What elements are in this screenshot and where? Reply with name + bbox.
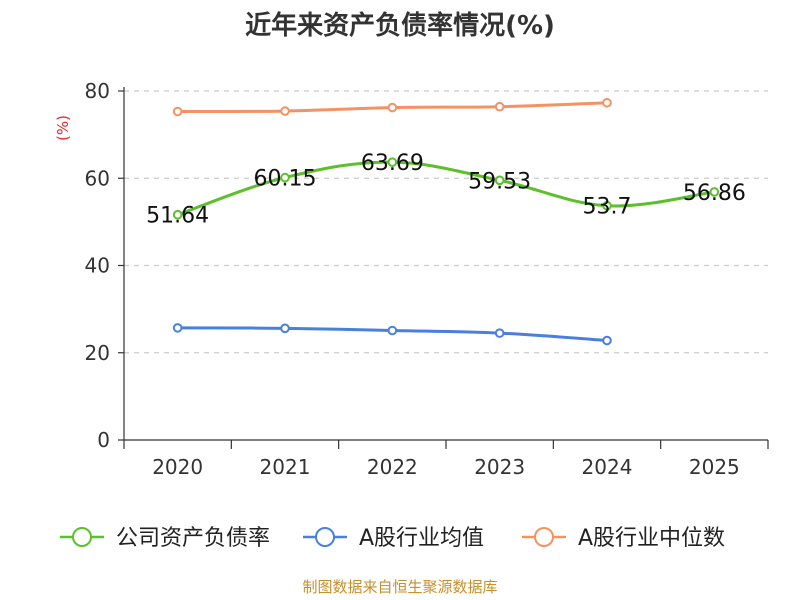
legend-marker — [315, 527, 335, 547]
data-labels: 51.64 60.15 63.69 59.53 53.7 56.86 — [146, 151, 746, 229]
legend-item-2[interactable]: A股行业中位数 — [522, 526, 725, 551]
y-axis-label: (%) — [54, 115, 72, 141]
legend-item-0[interactable]: 公司资产负债率 — [60, 526, 270, 551]
series-line-0 — [177, 160, 715, 217]
data-point[interactable] — [709, 187, 720, 197]
data-point[interactable] — [602, 97, 612, 108]
axes: 0 20 40 60 80 2020 2021 2022 2023 2024 2025 — [85, 79, 769, 479]
legend-marker — [72, 527, 92, 547]
data-label: 63.69 — [361, 151, 424, 176]
x-tick-label: 2021 — [260, 455, 311, 479]
data-point[interactable] — [494, 175, 505, 186]
x-tick-label: 2025 — [689, 455, 740, 479]
data-point[interactable] — [172, 323, 183, 333]
x-tick-label: 2023 — [474, 455, 525, 479]
legend-label: A股行业均值 — [359, 526, 484, 551]
data-point[interactable] — [387, 157, 398, 167]
series-lines — [172, 97, 720, 346]
data-point[interactable] — [494, 101, 505, 112]
legend[interactable]: 公司资产负债率 A股行业均值 A股行业中位数 — [60, 526, 725, 551]
data-point[interactable] — [172, 209, 183, 220]
data-point[interactable] — [280, 323, 290, 334]
data-point[interactable] — [387, 102, 398, 113]
legend-label: 公司资产负债率 — [116, 526, 270, 551]
data-label: 53.7 — [583, 195, 632, 220]
y-tick-label: 20 — [85, 341, 110, 365]
source-note: 制图数据来自恒生聚源数据库 — [302, 578, 497, 596]
data-point[interactable] — [387, 325, 398, 336]
x-tick-label: 2024 — [582, 455, 633, 479]
legend-label: A股行业中位数 — [578, 526, 725, 551]
x-tick-label: 2020 — [152, 455, 203, 479]
grid-lines — [124, 90, 768, 354]
y-tick-label: 40 — [85, 254, 110, 278]
chart-title: 近年来资产负债率情况(%) — [245, 10, 555, 41]
data-point[interactable] — [172, 106, 183, 117]
data-point[interactable] — [602, 335, 612, 346]
data-label: 60.15 — [254, 167, 317, 192]
y-tick-label: 0 — [97, 428, 110, 452]
data-point[interactable] — [494, 328, 505, 338]
data-label: 51.64 — [146, 204, 209, 229]
y-tick-label: 60 — [85, 166, 110, 190]
x-tick-label: 2022 — [367, 455, 418, 479]
data-point[interactable] — [602, 200, 612, 211]
legend-item-1[interactable]: A股行业均值 — [303, 526, 484, 551]
legend-marker — [534, 527, 554, 547]
y-tick-label: 80 — [85, 79, 110, 103]
data-label: 59.53 — [468, 169, 531, 194]
data-point[interactable] — [280, 172, 290, 183]
data-point[interactable] — [280, 106, 290, 116]
data-label: 56.86 — [683, 181, 746, 206]
